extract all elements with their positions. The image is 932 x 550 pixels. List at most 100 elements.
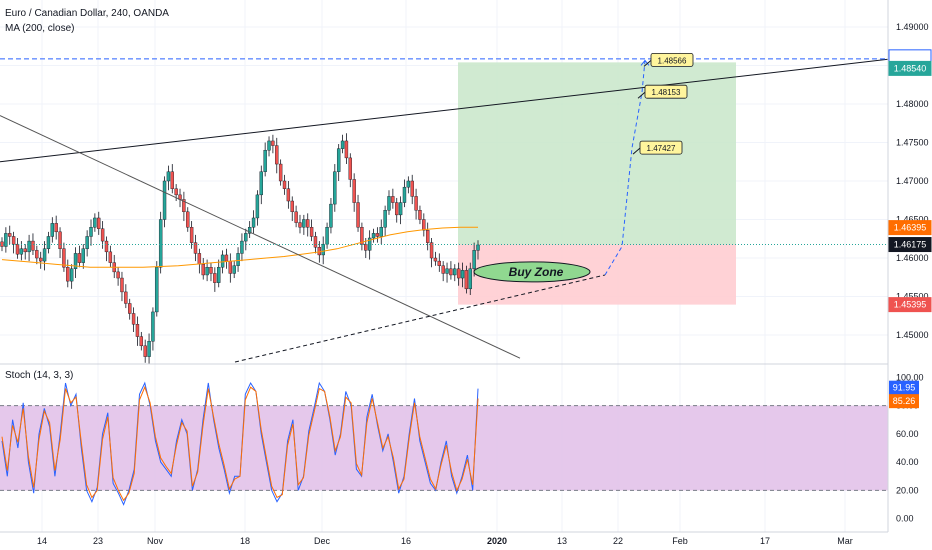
upper-trendline[interactable] [0, 58, 889, 163]
candle-body [275, 145, 279, 165]
stoch-axis-tick-label: 0.00 [896, 514, 914, 524]
time-axis-tick-label: Mar [837, 536, 853, 546]
ma-indicator-label: MA (200, close) [5, 23, 74, 34]
stoch-indicator-label: Stoch (14, 3, 3) [5, 370, 73, 381]
lower-dashed-trendline[interactable] [234, 274, 606, 363]
candle-body [77, 253, 82, 263]
candle-body [240, 240, 244, 254]
candle-body [162, 180, 167, 220]
price-axis-tick-label: 1.49000 [896, 22, 929, 32]
candle-body [11, 236, 16, 245]
callout-pointer [632, 147, 641, 155]
candle-body [387, 196, 391, 211]
buy-zone-ellipse[interactable] [473, 261, 591, 283]
candle-body [97, 217, 101, 229]
candle-body [209, 267, 213, 274]
candle-body [267, 140, 271, 151]
price-axis-tick-label: 1.45500 [896, 292, 929, 302]
candle-body [460, 270, 465, 279]
time-axis-tick-label: 23 [93, 536, 103, 546]
candle-body [251, 217, 256, 228]
candle-body [348, 157, 352, 180]
time-axis-tick-label: 17 [760, 536, 770, 546]
candle-body [449, 268, 453, 276]
time-axis[interactable]: 14 23 Nov 18 Dec 16 2020 13 22 Feb 17 Mar [37, 536, 853, 546]
candle-body [213, 273, 217, 283]
candle-body [232, 265, 236, 274]
price-tag-box [888, 297, 932, 313]
candle-body [93, 217, 97, 228]
candle-body [182, 199, 186, 213]
candle-body [464, 270, 469, 290]
candle-body [472, 250, 476, 270]
candle-body [8, 233, 12, 237]
candle-body [220, 254, 225, 268]
candle-body [108, 251, 113, 263]
time-axis-tick-label: 22 [613, 536, 623, 546]
candle-body [116, 271, 120, 279]
time-axis-tick-label: 18 [240, 536, 250, 546]
price-axis-tick-label: 1.48000 [896, 99, 929, 109]
candle-body [124, 291, 128, 304]
callout-text: 1.48153 [652, 88, 681, 97]
candle-body [340, 140, 345, 149]
candle-body [414, 196, 418, 211]
candle-body [329, 203, 333, 228]
candle-body [104, 240, 109, 253]
candle-body [336, 148, 341, 172]
candles-group [0, 133, 480, 365]
price-tag-box [888, 60, 932, 76]
price-tag-box [888, 237, 932, 253]
stoch-d-line [1, 385, 479, 502]
candle-body [158, 219, 163, 268]
candle-body [383, 210, 387, 228]
price-tag-text: 1.46395 [894, 223, 927, 233]
stoch-tag-box [889, 394, 919, 409]
candle-body [263, 149, 267, 172]
candle-body [456, 268, 461, 279]
candle-body [313, 236, 318, 248]
candle-body [453, 268, 457, 276]
candle-body [27, 240, 31, 253]
price-axis-tick-label: 1.47500 [896, 137, 929, 147]
candle-body [344, 140, 349, 159]
descending-trendline[interactable] [0, 115, 521, 359]
candle-body [371, 233, 376, 239]
candle-body [360, 227, 364, 245]
candle-body [135, 324, 140, 337]
candle-body [406, 180, 411, 188]
time-axis-tick-label: Feb [672, 536, 688, 546]
candle-body [120, 277, 124, 293]
candle-body [236, 253, 240, 266]
candle-body [128, 303, 132, 314]
candle-body [189, 227, 194, 243]
candle-body [255, 194, 260, 219]
candle-body [143, 345, 147, 357]
candle-body [402, 186, 407, 203]
profit-zone[interactable] [458, 62, 736, 245]
stoch-axis-tick-label: 20.00 [896, 485, 919, 495]
candle-body [282, 180, 287, 189]
candle-body [271, 140, 275, 146]
candle-body [228, 260, 233, 274]
ma-200-line [1, 226, 478, 268]
price-axis-tick-label: 1.45000 [896, 330, 929, 340]
candle-body [131, 313, 136, 325]
stoch-tags: 91.95 85.26 [889, 380, 919, 409]
candle-body [333, 171, 337, 205]
candle-body [15, 243, 20, 255]
candle-body [186, 211, 190, 228]
candle-body [205, 267, 209, 276]
candle-body [81, 248, 85, 263]
candle-body [244, 233, 248, 242]
price-tag-box [888, 220, 932, 236]
buy-zone-label: Buy Zone [509, 265, 564, 279]
projection-path[interactable] [604, 60, 646, 276]
stoch-tag-text: 91.95 [893, 383, 916, 393]
candle-body [391, 196, 395, 203]
price-axis-tick-label: 1.46000 [896, 253, 929, 263]
candle-body [364, 243, 368, 251]
candle-body [325, 227, 329, 245]
